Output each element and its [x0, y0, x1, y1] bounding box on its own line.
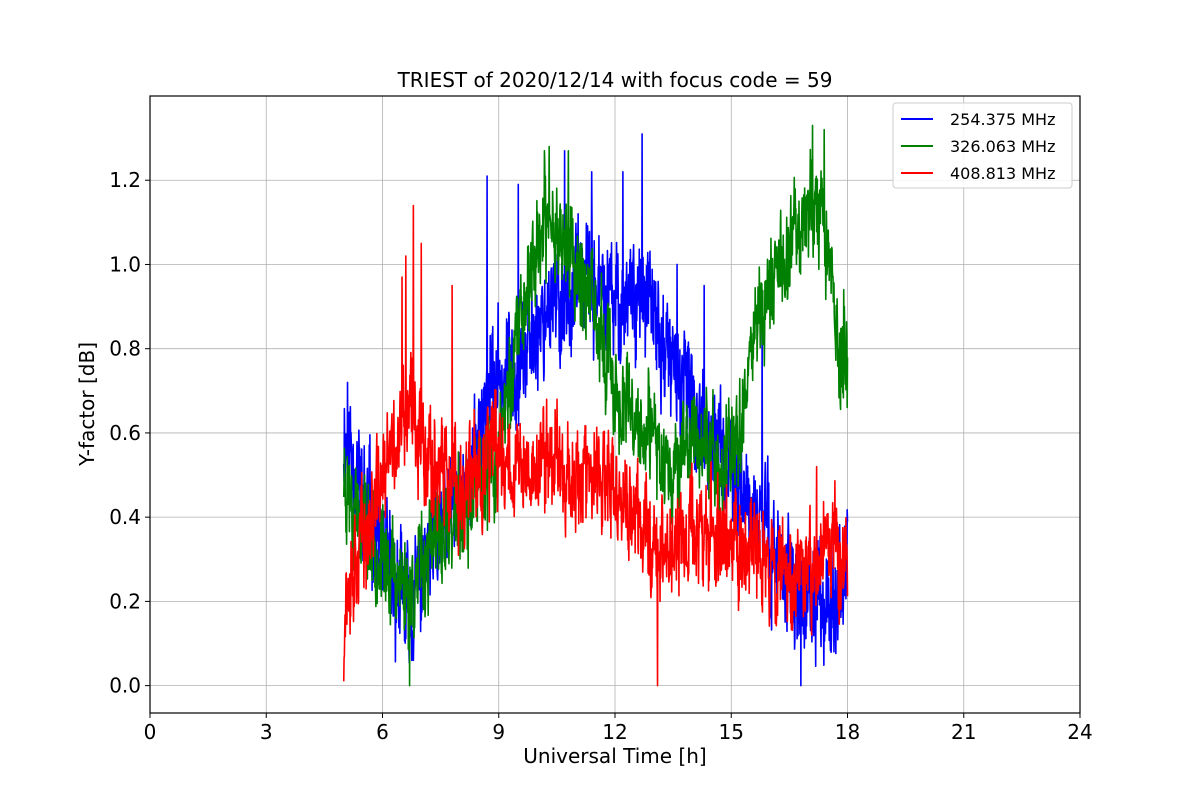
- y-tick-label: 1.0: [109, 252, 141, 276]
- x-tick-label: 18: [835, 720, 860, 744]
- chart-title: TRIEST of 2020/12/14 with focus code = 5…: [397, 68, 833, 92]
- x-tick-label: 12: [602, 720, 627, 744]
- x-tick-label: 0: [144, 720, 157, 744]
- legend-items: 254.375 MHz 326.063 MHz 408.813 MHz: [901, 110, 1055, 183]
- y-tick-label: 1.2: [109, 168, 141, 192]
- x-axis-label: Universal Time [h]: [523, 744, 706, 768]
- y-tick-label: 0.8: [109, 337, 141, 361]
- x-axis-ticks: 0 3 6 9 12 15 18 21 24: [144, 713, 1093, 744]
- series-line-3: [342, 204, 849, 687]
- y-tick-label: 0.6: [109, 421, 141, 445]
- y-tick-label: 0.2: [109, 589, 141, 613]
- series-line-2: [342, 124, 849, 687]
- y-axis-label: Y-factor [dB]: [75, 342, 99, 467]
- legend-box: [892, 102, 1073, 189]
- x-tick-label: 21: [951, 720, 976, 744]
- x-tick-label: 3: [260, 720, 273, 744]
- y-tick-label: 0.4: [109, 505, 141, 529]
- legend-label-3: 408.813 MHz: [950, 164, 1055, 183]
- x-tick-label: 15: [719, 720, 744, 744]
- legend-label-2: 326.063 MHz: [950, 137, 1055, 156]
- y-axis-ticks: 0.0 0.2 0.4 0.6 0.8 1.0 1.2: [109, 168, 150, 698]
- legend: 254.375 MHz 326.063 MHz 408.813 MHz: [892, 102, 1073, 189]
- series-layer: [342, 124, 849, 687]
- x-tick-label: 9: [492, 720, 505, 744]
- x-tick-label: 6: [376, 720, 389, 744]
- y-tick-label: 0.0: [109, 674, 141, 698]
- x-tick-label: 24: [1067, 720, 1092, 744]
- legend-label-1: 254.375 MHz: [950, 110, 1055, 129]
